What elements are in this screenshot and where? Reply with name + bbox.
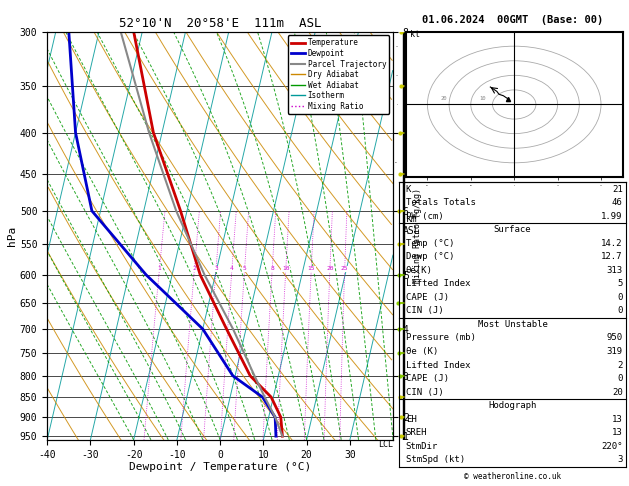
Text: 0: 0 [617, 306, 623, 315]
Text: Lifted Index: Lifted Index [406, 361, 470, 369]
Text: Totals Totals: Totals Totals [406, 198, 476, 207]
Text: CIN (J): CIN (J) [406, 306, 443, 315]
Text: 20: 20 [326, 266, 334, 272]
Text: 15: 15 [308, 266, 315, 272]
Text: CIN (J): CIN (J) [406, 388, 443, 397]
Text: 313: 313 [606, 266, 623, 275]
Text: 950: 950 [606, 333, 623, 343]
Text: Mixing Ratio (g/kg): Mixing Ratio (g/kg) [413, 188, 422, 283]
Text: 20: 20 [440, 96, 447, 101]
Text: 10: 10 [282, 266, 289, 272]
Text: Pressure (mb): Pressure (mb) [406, 333, 476, 343]
Text: 8: 8 [270, 266, 274, 272]
Legend: Temperature, Dewpoint, Parcel Trajectory, Dry Adiabat, Wet Adiabat, Isotherm, Mi: Temperature, Dewpoint, Parcel Trajectory… [287, 35, 389, 114]
Title: 52°10'N  20°58'E  111m  ASL: 52°10'N 20°58'E 111m ASL [119, 17, 321, 31]
Text: 13: 13 [612, 428, 623, 437]
Text: Lifted Index: Lifted Index [406, 279, 470, 288]
Text: 14.2: 14.2 [601, 239, 623, 248]
Text: © weatheronline.co.uk: © weatheronline.co.uk [464, 472, 561, 481]
Text: CAPE (J): CAPE (J) [406, 293, 448, 302]
Text: 3: 3 [617, 455, 623, 464]
Text: 21: 21 [612, 185, 623, 193]
Text: 2: 2 [617, 361, 623, 369]
Text: 1.99: 1.99 [601, 211, 623, 221]
Text: 20: 20 [612, 388, 623, 397]
Text: 25: 25 [341, 266, 348, 272]
Text: 10: 10 [479, 96, 486, 101]
Text: 5: 5 [243, 266, 247, 272]
Text: Dewp (°C): Dewp (°C) [406, 252, 454, 261]
Text: 0: 0 [617, 293, 623, 302]
Text: kt: kt [410, 31, 420, 39]
Text: 4: 4 [230, 266, 234, 272]
Text: EH: EH [406, 415, 416, 424]
Text: θe (K): θe (K) [406, 347, 438, 356]
Text: 01.06.2024  00GMT  (Base: 00): 01.06.2024 00GMT (Base: 00) [422, 15, 603, 25]
Text: CAPE (J): CAPE (J) [406, 374, 448, 383]
Text: Hodograph: Hodograph [489, 401, 537, 410]
Text: Most Unstable: Most Unstable [477, 320, 548, 329]
Text: 319: 319 [606, 347, 623, 356]
Text: StmSpd (kt): StmSpd (kt) [406, 455, 465, 464]
Text: 220°: 220° [601, 442, 623, 451]
Text: 2: 2 [192, 266, 196, 272]
Text: K: K [406, 185, 411, 193]
Text: PW (cm): PW (cm) [406, 211, 443, 221]
Text: 12.7: 12.7 [601, 252, 623, 261]
Text: Temp (°C): Temp (°C) [406, 239, 454, 248]
X-axis label: Dewpoint / Temperature (°C): Dewpoint / Temperature (°C) [129, 462, 311, 472]
Y-axis label: hPa: hPa [7, 226, 17, 246]
Text: LCL: LCL [378, 440, 393, 449]
Text: θe(K): θe(K) [406, 266, 433, 275]
Text: 46: 46 [612, 198, 623, 207]
Text: Surface: Surface [494, 225, 532, 234]
Text: 13: 13 [612, 415, 623, 424]
Text: 3: 3 [214, 266, 218, 272]
Text: 0: 0 [617, 374, 623, 383]
Text: 5: 5 [617, 279, 623, 288]
Text: SREH: SREH [406, 428, 427, 437]
Y-axis label: km
ASL: km ASL [403, 214, 420, 236]
Text: 1: 1 [158, 266, 161, 272]
Text: StmDir: StmDir [406, 442, 438, 451]
